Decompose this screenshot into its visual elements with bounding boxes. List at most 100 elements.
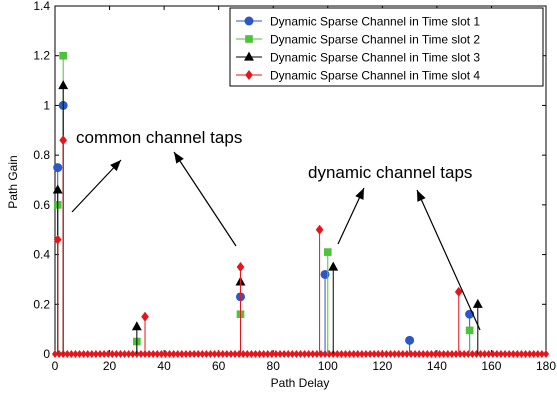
diamond-marker — [518, 350, 525, 358]
diamond-marker — [448, 350, 455, 358]
diamond-marker — [191, 350, 198, 358]
diamond-marker — [354, 350, 361, 358]
diamond-marker — [59, 135, 68, 146]
diamond-marker — [497, 350, 505, 358]
y-tick-label: 1 — [43, 98, 50, 112]
diamond-marker — [387, 350, 394, 358]
diamond-marker — [391, 350, 398, 358]
annotation-arrow-line — [416, 189, 481, 331]
diamond-marker — [338, 350, 345, 358]
diamond-marker — [113, 350, 120, 358]
diamond-marker — [334, 350, 341, 358]
x-tick-label: 40 — [157, 359, 171, 373]
diamond-marker — [297, 350, 304, 358]
diamond-marker — [236, 262, 245, 272]
diamond-marker — [174, 350, 181, 358]
diamond-marker — [440, 350, 447, 358]
diamond-marker — [64, 350, 71, 358]
diamond-marker — [281, 350, 288, 358]
y-tick-label: 1.4 — [33, 0, 50, 13]
diamond-marker — [469, 350, 476, 358]
y-tick-label: 0.4 — [33, 248, 50, 262]
diamond-marker — [166, 350, 173, 358]
diamond-marker — [514, 350, 521, 358]
diamond-marker — [150, 350, 157, 358]
diamond-marker — [109, 350, 116, 358]
diamond-marker — [416, 350, 423, 358]
annotation-arrow-head — [417, 190, 426, 202]
diamond-marker — [399, 350, 406, 358]
diamond-marker — [538, 350, 545, 358]
x-tick-label: 20 — [103, 359, 117, 373]
x-tick-label: 160 — [481, 359, 501, 373]
annotation-arrow-head — [110, 160, 121, 172]
diamond-marker — [268, 350, 275, 358]
diamond-marker — [231, 350, 239, 358]
diamond-marker — [72, 350, 79, 358]
diamond-marker — [215, 350, 222, 358]
annotation-arrow-line — [71, 159, 122, 213]
diamond-marker — [530, 350, 537, 358]
triangle-marker — [472, 298, 483, 308]
diamond-marker — [158, 350, 165, 358]
annotation-arrow-line — [173, 151, 237, 247]
square-marker — [323, 248, 332, 256]
diamond-marker — [68, 350, 75, 358]
diamond-marker — [211, 350, 218, 358]
diamond-marker — [534, 350, 541, 358]
diamond-marker — [53, 234, 62, 245]
diamond-marker — [101, 350, 108, 358]
diamond-marker — [256, 350, 263, 358]
circle-marker — [53, 163, 63, 173]
y-tick-label: 1.2 — [33, 49, 50, 63]
diamond-marker — [289, 350, 296, 358]
legend-label: Dynamic Sparse Channel in Time slot 4 — [270, 69, 480, 83]
diamond-marker — [379, 350, 386, 358]
diamond-marker — [88, 350, 95, 358]
diamond-marker — [223, 350, 230, 358]
diamond-marker — [248, 350, 255, 358]
triangle-marker — [58, 80, 69, 90]
y-tick-label: 0.8 — [33, 148, 50, 162]
diamond-marker — [129, 350, 136, 358]
x-tick-label: 100 — [318, 359, 338, 373]
diamond-marker — [272, 350, 280, 358]
x-tick-label: 140 — [427, 359, 447, 373]
legend-label: Dynamic Sparse Channel in Time slot 1 — [270, 15, 480, 29]
diamond-marker — [260, 350, 267, 358]
diamond-marker — [371, 350, 378, 358]
diamond-marker — [76, 350, 83, 358]
diamond-marker — [412, 350, 419, 358]
diamond-marker — [383, 350, 390, 358]
diamond-marker — [362, 350, 370, 358]
diamond-marker — [461, 350, 468, 358]
diamond-marker — [293, 350, 300, 358]
diamond-marker — [264, 350, 271, 358]
diamond-marker — [195, 350, 202, 358]
x-tick-label: 80 — [267, 359, 281, 373]
diamond-marker — [117, 350, 124, 358]
diamond-marker — [219, 350, 226, 358]
y-tick-label: 0.6 — [33, 198, 50, 212]
diamond-marker — [526, 350, 533, 358]
x-tick-label: 0 — [52, 359, 59, 373]
circle-marker — [244, 16, 254, 26]
diamond-marker — [366, 350, 374, 358]
diamond-marker — [432, 350, 439, 358]
diamond-marker — [182, 350, 189, 358]
legend-label: Dynamic Sparse Channel in Time slot 2 — [270, 33, 480, 47]
diamond-marker — [186, 350, 194, 358]
annotation-arrow-head — [174, 152, 184, 164]
diamond-marker — [305, 350, 312, 358]
diamond-marker — [84, 350, 91, 358]
diamond-marker — [125, 350, 132, 358]
diamond-marker — [454, 286, 463, 297]
diamond-marker — [403, 350, 410, 358]
diamond-marker — [137, 350, 144, 358]
diamond-marker — [96, 350, 104, 358]
diamond-marker — [350, 350, 357, 358]
annotation-arrow-head — [355, 188, 364, 200]
diamond-marker — [121, 350, 128, 358]
diamond-marker — [522, 350, 529, 358]
